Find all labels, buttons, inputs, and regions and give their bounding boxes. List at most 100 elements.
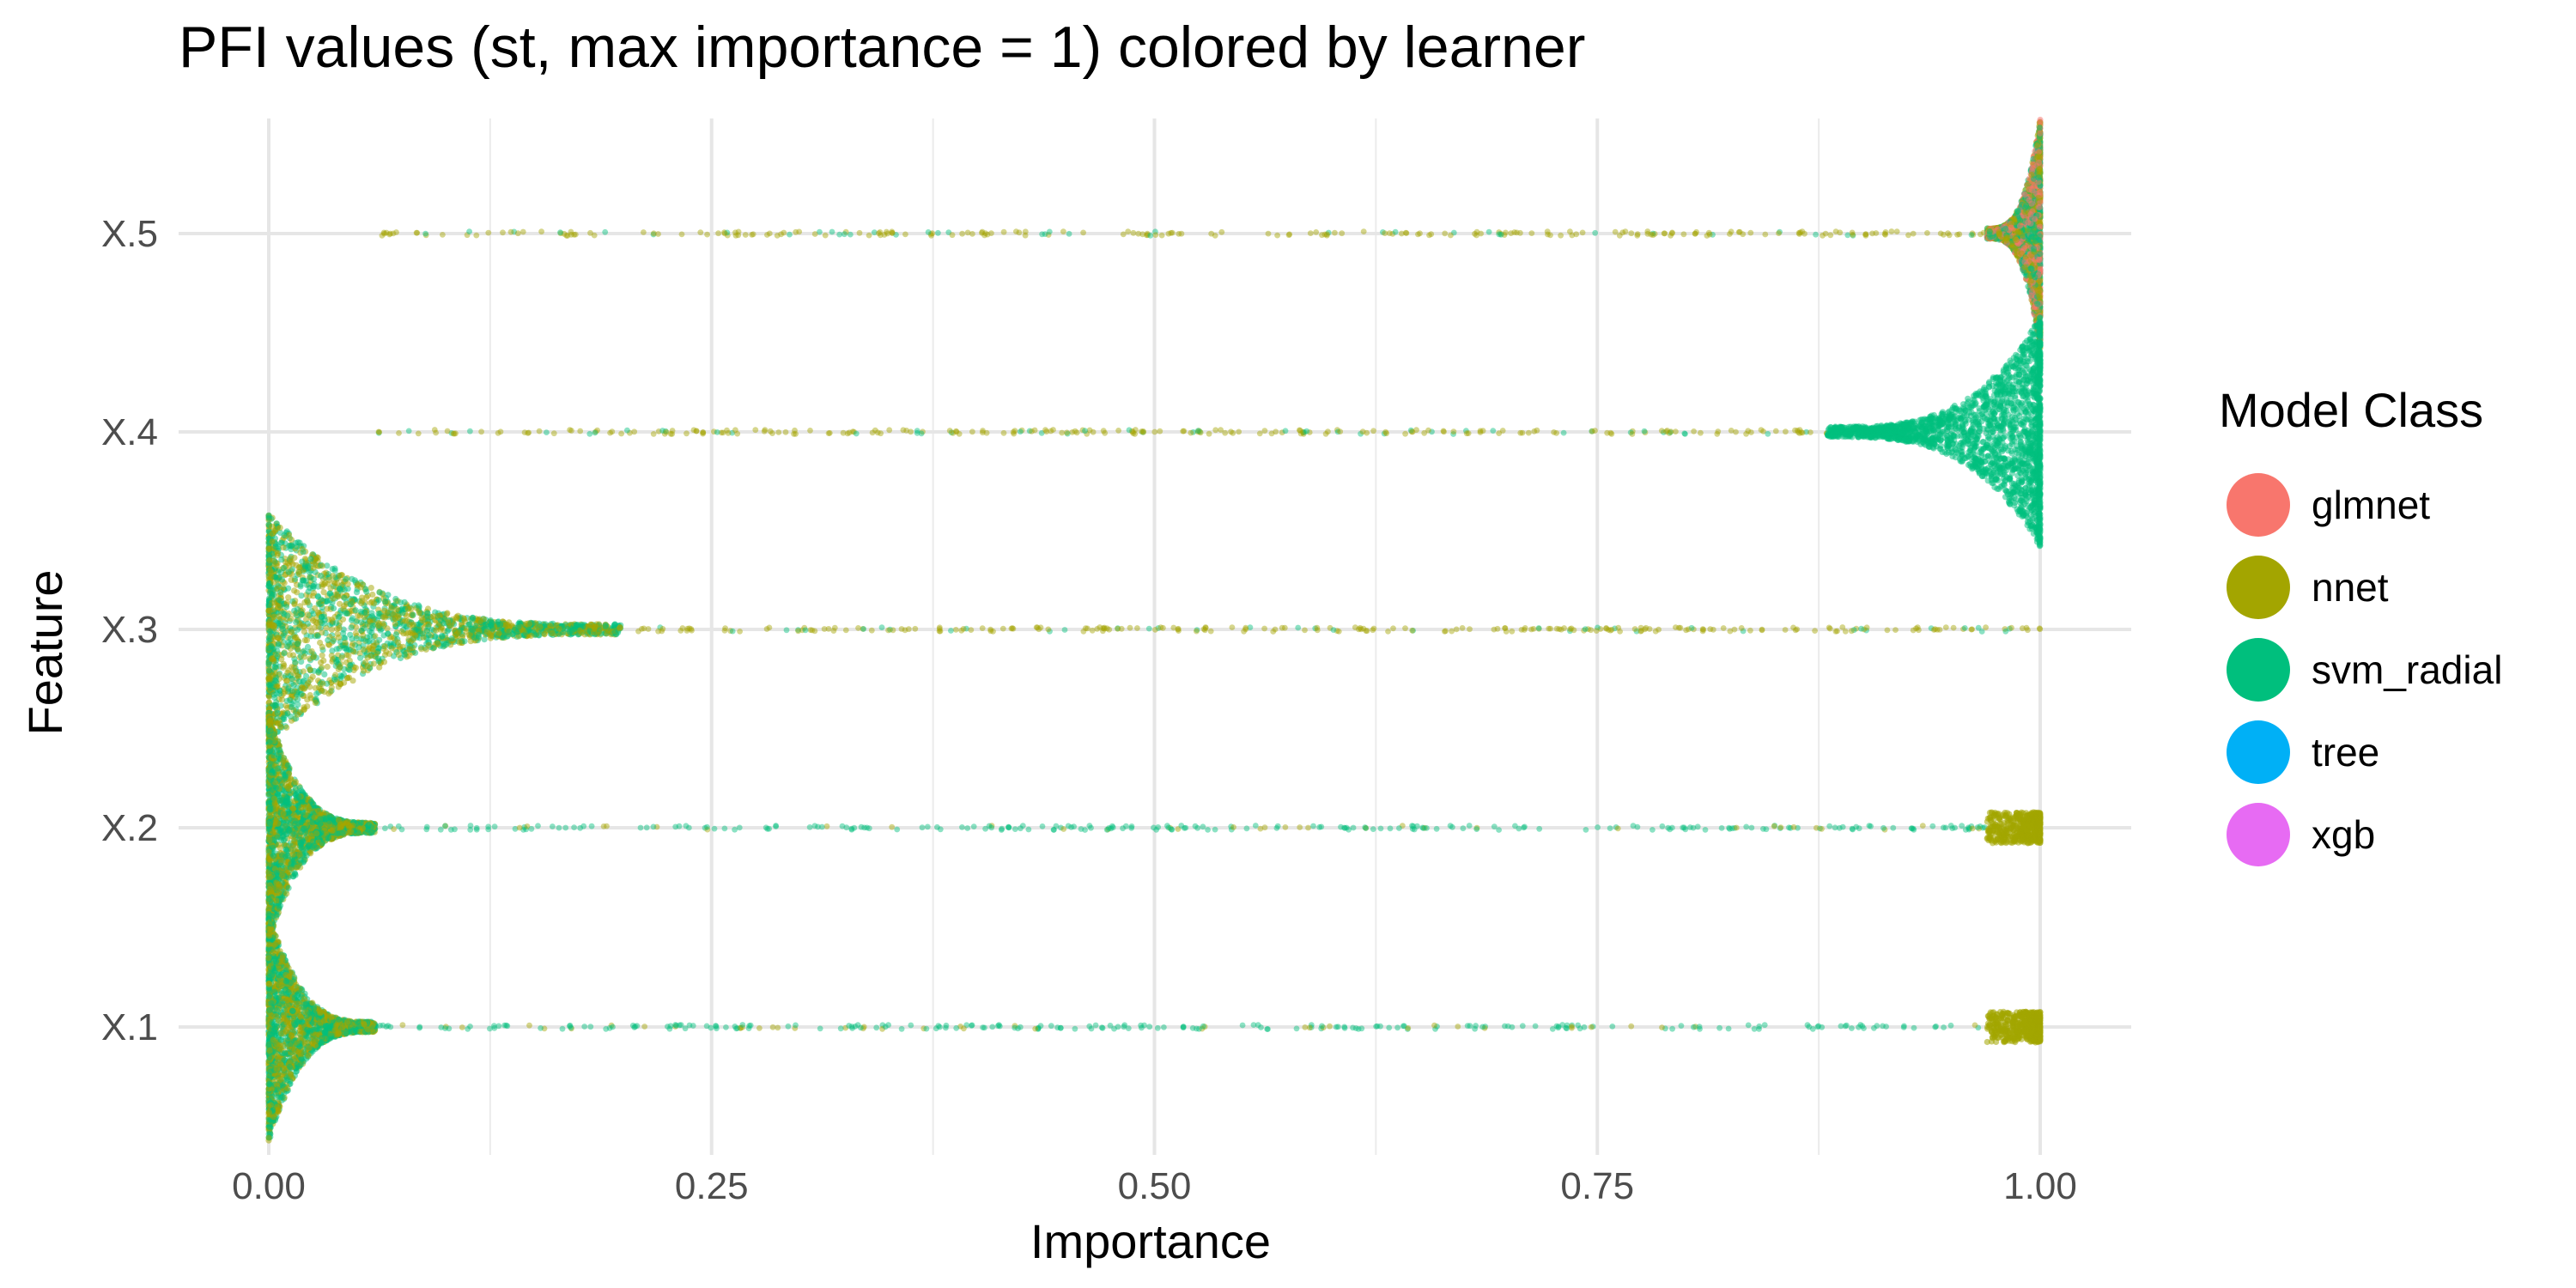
point: [1514, 229, 1520, 236]
point: [1425, 427, 1431, 434]
point: [793, 228, 799, 235]
point: [651, 230, 657, 237]
point: [1168, 229, 1175, 236]
point: [1511, 229, 1518, 235]
point: [1465, 430, 1472, 436]
point: [1496, 231, 1503, 238]
point: [2036, 166, 2043, 173]
point: [2035, 174, 2042, 181]
point: [1147, 232, 1154, 239]
point: [2022, 453, 2029, 459]
point: [2022, 465, 2029, 472]
point: [544, 429, 550, 435]
point: [1389, 230, 1396, 237]
point: [1000, 228, 1007, 235]
point: [1313, 229, 1320, 235]
point: [781, 229, 787, 236]
point: [724, 232, 731, 239]
point: [1125, 228, 1132, 234]
point: [1952, 413, 1959, 420]
point: [1948, 445, 1955, 452]
point: [889, 230, 896, 236]
point: [1558, 232, 1564, 239]
point: [1680, 231, 1687, 238]
point: [1644, 230, 1651, 237]
point: [678, 231, 685, 238]
point: [1135, 230, 1142, 237]
point: [2006, 499, 2013, 506]
point: [775, 429, 782, 435]
point: [2033, 392, 2040, 399]
point: [1873, 230, 1880, 236]
point: [1728, 228, 1735, 235]
point: [557, 229, 563, 236]
point: [1831, 428, 1838, 435]
point: [2001, 471, 2008, 478]
point: [1987, 396, 1994, 403]
point: [1832, 228, 1839, 234]
point: [2030, 246, 2038, 252]
point: [1971, 416, 1978, 422]
point: [782, 428, 789, 435]
point: [1496, 229, 1503, 235]
point: [2020, 245, 2027, 252]
point: [1022, 228, 1029, 235]
point: [2025, 427, 2032, 434]
point: [1869, 433, 1876, 440]
point: [1180, 428, 1187, 434]
point: [1960, 401, 1967, 408]
point: [538, 228, 544, 235]
point: [390, 230, 397, 237]
point: [796, 228, 803, 235]
point: [2027, 265, 2034, 272]
point: [1218, 228, 1225, 235]
point: [2001, 411, 2008, 418]
point: [1772, 428, 1779, 434]
point: [889, 229, 896, 236]
point: [1906, 424, 1913, 431]
point: [1649, 230, 1656, 237]
point: [2020, 405, 2027, 412]
point: [1663, 428, 1669, 435]
point: [1297, 430, 1304, 437]
point: [2035, 374, 2042, 381]
point: [413, 229, 420, 236]
point: [844, 430, 851, 437]
point: [1332, 229, 1338, 236]
point: [881, 232, 888, 238]
point: [1370, 428, 1376, 434]
point: [1573, 231, 1580, 238]
point: [2028, 252, 2035, 258]
point: [1450, 428, 1457, 434]
point: [1812, 628, 1819, 634]
point: [1993, 476, 2000, 483]
point: [2010, 484, 2017, 492]
point: [1825, 427, 1832, 434]
point: [2018, 421, 2025, 428]
point: [2014, 208, 2020, 215]
point: [1927, 420, 1934, 427]
point: [1895, 434, 1902, 440]
point: [1783, 428, 1789, 435]
point: [1668, 233, 1674, 239]
point: [478, 428, 484, 435]
point: [415, 430, 422, 437]
point: [1849, 229, 1856, 236]
point: [1409, 428, 1416, 435]
point: [1517, 429, 1524, 436]
point: [2035, 153, 2042, 160]
point: [2029, 369, 2036, 376]
point: [1498, 231, 1504, 238]
point: [1517, 229, 1523, 236]
point: [1473, 228, 1480, 235]
point: [2031, 183, 2038, 190]
point: [1924, 230, 1930, 236]
point: [450, 430, 457, 437]
point: [1673, 428, 1679, 434]
point: [624, 427, 630, 434]
point: [1964, 436, 1971, 443]
point: [1472, 230, 1478, 237]
point: [1922, 433, 1929, 440]
point: [631, 428, 638, 435]
point: [1743, 430, 1749, 437]
